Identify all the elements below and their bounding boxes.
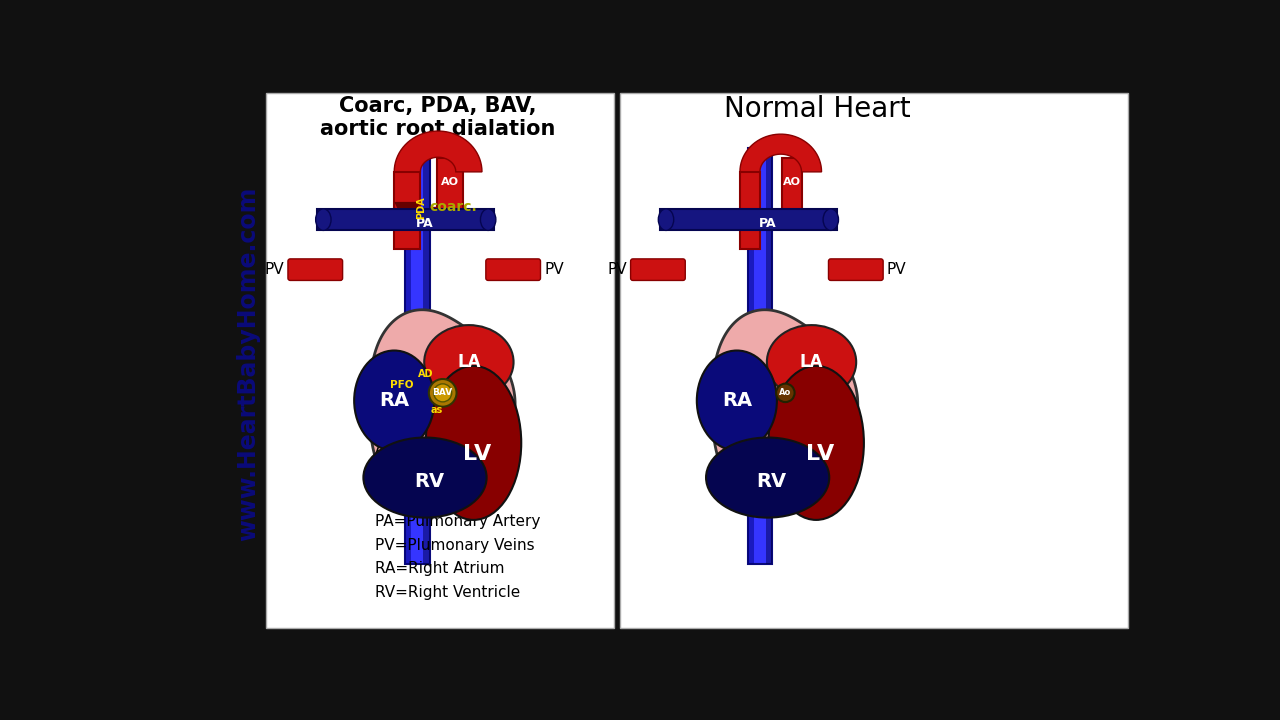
Ellipse shape: [823, 209, 838, 230]
Text: PV=Plumonary Veins: PV=Plumonary Veins: [375, 538, 535, 553]
Ellipse shape: [355, 351, 434, 451]
FancyBboxPatch shape: [424, 148, 430, 564]
FancyBboxPatch shape: [266, 93, 613, 628]
Polygon shape: [740, 134, 822, 172]
Ellipse shape: [364, 438, 486, 518]
Ellipse shape: [424, 325, 513, 399]
Ellipse shape: [696, 351, 777, 451]
Circle shape: [776, 384, 795, 402]
Text: LV: LV: [463, 444, 492, 464]
Circle shape: [434, 384, 452, 402]
Text: LV=Left Ventricle: LV=Left Ventricle: [375, 490, 506, 505]
FancyBboxPatch shape: [430, 207, 438, 209]
Text: PA=Pulmonary Artery: PA=Pulmonary Artery: [375, 514, 540, 528]
FancyBboxPatch shape: [436, 158, 463, 228]
Text: Coarc, PDA, BAV,
aortic root dialation: Coarc, PDA, BAV, aortic root dialation: [320, 96, 556, 139]
Ellipse shape: [767, 325, 856, 399]
Text: BAV: BAV: [433, 388, 453, 397]
Polygon shape: [712, 310, 858, 499]
Text: Normal Heart: Normal Heart: [724, 96, 911, 124]
Text: LA: LA: [800, 353, 823, 371]
FancyBboxPatch shape: [660, 209, 837, 230]
Text: RV: RV: [413, 472, 444, 491]
Text: PA: PA: [416, 217, 434, 230]
Text: AO: AO: [440, 177, 458, 187]
Text: PFO: PFO: [390, 380, 413, 390]
Text: RA: RA: [722, 391, 751, 410]
FancyBboxPatch shape: [748, 148, 772, 564]
FancyBboxPatch shape: [317, 209, 494, 230]
FancyBboxPatch shape: [288, 259, 343, 280]
FancyBboxPatch shape: [631, 259, 685, 280]
Ellipse shape: [426, 366, 521, 520]
Polygon shape: [394, 202, 420, 208]
Text: LA=Left Atrium: LA=Left Atrium: [375, 466, 492, 481]
Text: coarc.: coarc.: [430, 199, 477, 214]
FancyBboxPatch shape: [404, 148, 411, 564]
Text: PV: PV: [887, 262, 906, 277]
Text: as: as: [430, 405, 443, 415]
Ellipse shape: [658, 209, 673, 230]
Polygon shape: [394, 131, 483, 172]
FancyBboxPatch shape: [394, 172, 420, 249]
Ellipse shape: [316, 209, 332, 230]
FancyBboxPatch shape: [767, 148, 772, 564]
Text: www.HeartBabyHome.com: www.HeartBabyHome.com: [236, 186, 260, 541]
Circle shape: [429, 379, 457, 407]
FancyBboxPatch shape: [404, 148, 430, 564]
FancyBboxPatch shape: [620, 93, 1128, 628]
FancyBboxPatch shape: [828, 259, 883, 280]
FancyBboxPatch shape: [782, 158, 803, 228]
FancyBboxPatch shape: [748, 148, 754, 564]
Ellipse shape: [480, 209, 495, 230]
Text: PV: PV: [265, 262, 284, 277]
Text: AO: AO: [783, 177, 801, 187]
Text: RA: RA: [379, 391, 410, 410]
Text: PDA: PDA: [416, 197, 426, 219]
Text: PA: PA: [759, 217, 777, 230]
Polygon shape: [370, 310, 515, 499]
Text: LV: LV: [806, 444, 835, 464]
Text: PV: PV: [544, 262, 564, 277]
Text: Ao: Ao: [780, 388, 791, 397]
Text: PV: PV: [607, 262, 627, 277]
Text: AO=Aorta: AO=Aorta: [375, 442, 451, 457]
FancyBboxPatch shape: [486, 259, 540, 280]
Text: RV=Right Ventricle: RV=Right Ventricle: [375, 585, 520, 600]
Text: AD: AD: [419, 369, 434, 379]
Text: LA: LA: [457, 353, 481, 371]
FancyBboxPatch shape: [740, 172, 760, 249]
Text: RA=Right Atrium: RA=Right Atrium: [375, 562, 504, 577]
Ellipse shape: [768, 366, 864, 520]
Ellipse shape: [707, 438, 829, 518]
Text: RV: RV: [756, 472, 787, 491]
